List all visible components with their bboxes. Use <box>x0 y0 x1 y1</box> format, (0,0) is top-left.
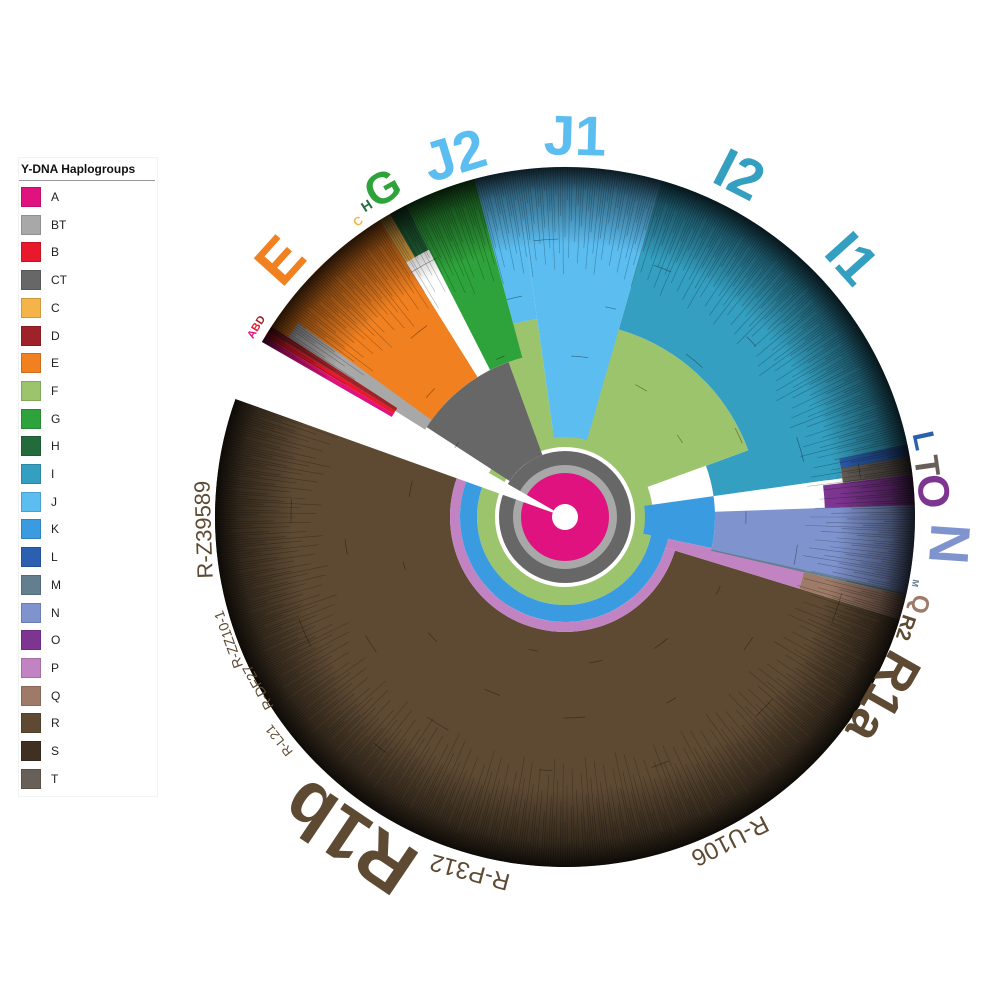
legend-swatch <box>21 491 41 512</box>
legend-label: G <box>51 411 61 426</box>
legend-swatch <box>21 187 41 207</box>
legend-swatch <box>21 325 41 346</box>
legend-swatch <box>21 657 41 678</box>
legend-item: A <box>21 187 59 207</box>
clade-label: J1 <box>543 103 607 168</box>
legend-swatch <box>21 574 41 595</box>
legend-swatch <box>21 408 41 429</box>
legend-item: L <box>21 547 58 568</box>
legend-label: M <box>51 577 61 592</box>
legend-swatch <box>21 602 41 623</box>
center-dot <box>552 504 578 530</box>
legend-swatch <box>21 768 41 789</box>
legend-label: A <box>51 190 60 204</box>
legend-label: P <box>51 660 60 675</box>
legend-item: B <box>21 242 60 263</box>
legend-label: B <box>51 245 60 260</box>
legend-item: CT <box>21 270 67 291</box>
legend-item: J <box>21 491 57 512</box>
clade-label: C <box>350 213 365 230</box>
legend-swatch <box>21 353 41 374</box>
legend-label: I <box>51 467 55 481</box>
gap <box>229 339 554 513</box>
legend-swatch <box>21 214 41 235</box>
legend-swatch <box>21 519 41 540</box>
legend-label: D <box>51 328 60 343</box>
legend-label: T <box>51 771 59 786</box>
legend-label: F <box>51 383 59 398</box>
legend-swatch <box>21 436 41 457</box>
legend-label: BT <box>51 217 67 232</box>
legend-item: E <box>21 353 60 374</box>
legend-label: R <box>51 716 60 731</box>
legend-swatch <box>21 297 41 318</box>
legend-item: N <box>21 602 60 623</box>
legend-label: E <box>51 356 60 371</box>
legend-item: D <box>21 325 60 346</box>
legend-swatch <box>21 380 41 401</box>
legend-item: F <box>21 380 59 401</box>
legend-item: Q <box>21 685 61 706</box>
legend-swatch <box>21 270 41 291</box>
legend-label: Q <box>51 688 61 703</box>
legend-item: R <box>21 713 60 734</box>
legend-label: J <box>51 494 57 509</box>
legend-item: M <box>21 574 61 595</box>
clade-label: N <box>917 522 983 567</box>
legend-item: O <box>21 630 61 651</box>
legend-item: C <box>21 297 60 318</box>
legend-swatch <box>21 741 41 761</box>
legend-swatch <box>21 547 41 568</box>
legend-swatch <box>21 630 41 651</box>
legend-label: K <box>51 522 60 537</box>
clade-label: L <box>906 428 942 453</box>
legend-item: P <box>21 657 60 678</box>
legend-item: H <box>21 436 60 457</box>
clade-label: R-Z39589 <box>189 480 217 579</box>
legend-label: S <box>51 744 60 758</box>
legend-swatch <box>21 685 41 706</box>
legend-swatch <box>21 713 41 734</box>
legend-swatch <box>21 242 41 263</box>
legend-item: K <box>21 519 60 540</box>
legend: Y-DNA Haplogroups A BT B CT C D E F G H I J K L M N O P Q R… <box>18 157 158 797</box>
legend-item: T <box>21 768 59 789</box>
legend-title: Y-DNA Haplogroups <box>19 158 155 181</box>
clade-label: O <box>907 472 958 510</box>
legend-item: BT <box>21 214 67 235</box>
legend-swatch <box>21 464 41 484</box>
legend-label: H <box>51 439 60 454</box>
legend-item: G <box>21 408 61 429</box>
legend-label: C <box>51 300 60 315</box>
legend-item: I <box>21 464 54 484</box>
legend-item: S <box>21 741 59 761</box>
legend-label: N <box>51 605 60 620</box>
clade-label: Q <box>904 592 935 617</box>
legend-label: CT <box>51 273 67 288</box>
clade-label: M <box>910 579 921 588</box>
legend-label: O <box>51 633 61 648</box>
legend-label: L <box>51 550 58 565</box>
edge-shade <box>214 167 915 868</box>
